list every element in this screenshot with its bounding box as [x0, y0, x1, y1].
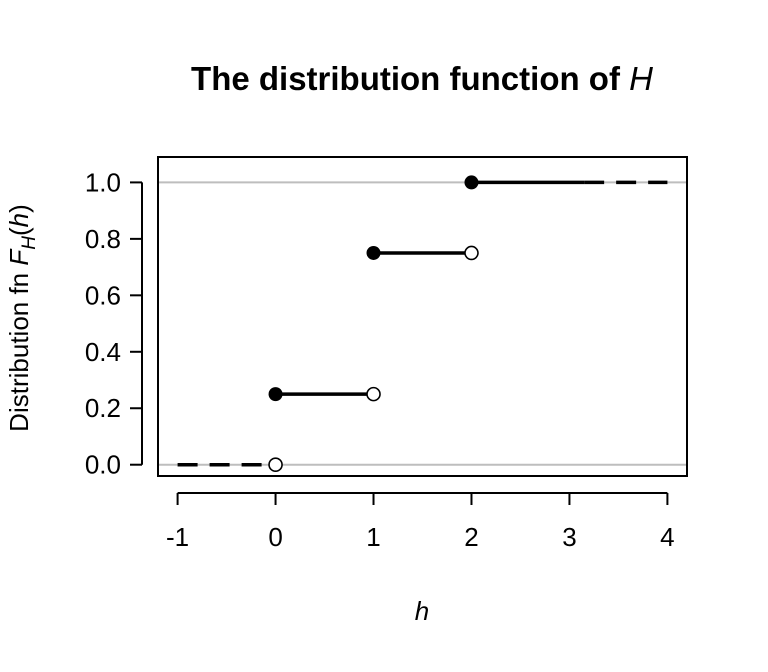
- x-tick-label: -1: [166, 522, 189, 552]
- closed-point: [268, 387, 283, 402]
- y-axis: 0.0 0.2 0.4 0.6 0.8 1.0: [85, 167, 143, 480]
- x-tick-label: 2: [464, 522, 478, 552]
- y-tick-label: 0.8: [85, 224, 121, 254]
- y-axis-title: Distribution fn FH(h): [4, 204, 40, 432]
- y-tick-label: 0.6: [85, 280, 121, 310]
- closed-point: [366, 245, 381, 260]
- y-axis-title-function: F: [4, 248, 34, 266]
- x-tick-label: 4: [660, 522, 674, 552]
- x-axis: -1 0 1 2 3 4: [166, 492, 675, 552]
- reference-lines: [158, 181, 687, 466]
- y-axis-title-prefix: Distribution fn: [4, 266, 34, 432]
- y-tick-label: 0.4: [85, 337, 121, 367]
- y-axis-title-paren-open: (: [4, 227, 34, 236]
- step-segments: [177, 180, 668, 467]
- closed-point: [464, 175, 479, 190]
- x-tick-label: 1: [366, 522, 380, 552]
- y-axis-title-argument: h: [4, 213, 34, 227]
- y-tick-label: 0.0: [85, 450, 121, 480]
- y-axis-title-paren-close: ): [4, 204, 34, 213]
- x-tick-label: 3: [562, 522, 576, 552]
- chart-title-text: The distribution function of: [191, 60, 630, 97]
- chart-title-variable: H: [629, 60, 653, 97]
- x-axis-title: h: [415, 596, 429, 626]
- open-point: [268, 457, 283, 473]
- chart-title: The distribution function of H: [0, 60, 768, 98]
- open-point: [464, 245, 479, 261]
- step-points: [268, 175, 479, 473]
- y-tick-label: 0.2: [85, 393, 121, 423]
- y-tick-label: 1.0: [85, 167, 121, 197]
- x-tick-label: 0: [268, 522, 282, 552]
- plot-frame: [157, 156, 688, 477]
- open-point: [366, 386, 381, 402]
- y-axis-title-subscript: H: [19, 236, 40, 250]
